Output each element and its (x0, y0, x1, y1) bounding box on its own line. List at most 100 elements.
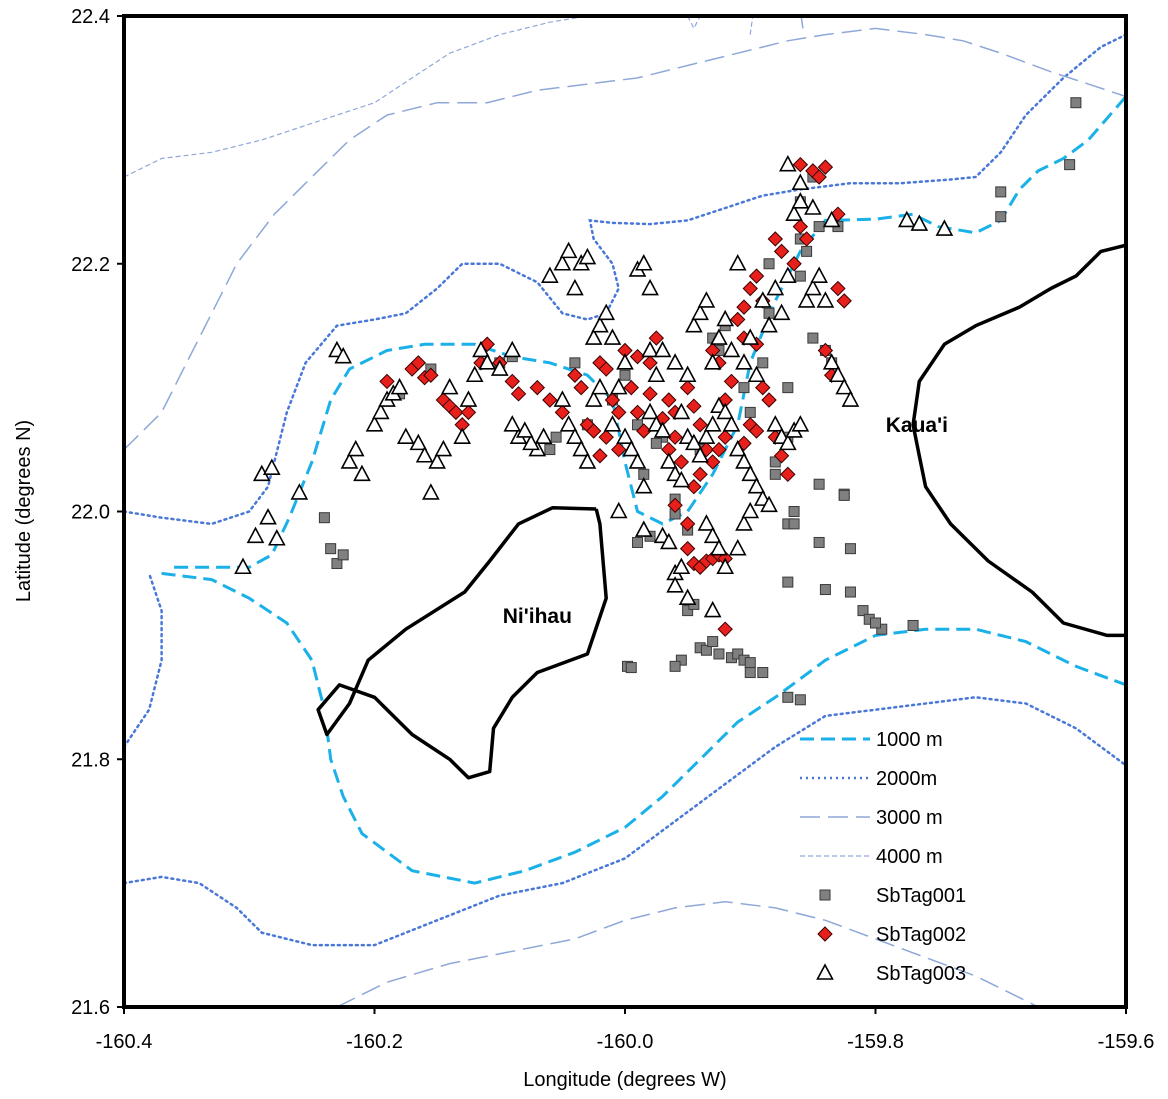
sbtag001-point (782, 691, 794, 703)
sbtag001-point (807, 332, 819, 344)
sbtag003-point (728, 538, 747, 556)
sbtag001-point (844, 543, 856, 555)
sbtag001-point (813, 478, 825, 490)
sbtag003-point (365, 415, 384, 432)
sbtag001-point (819, 584, 831, 596)
sbtag003-point (716, 557, 735, 575)
y-tick-label: 22.4 (71, 6, 110, 28)
sbtag001-point (995, 186, 1007, 198)
contour-4000-m-line-1 (124, 16, 588, 178)
x-axis-label: Longitude (degrees W) (523, 1069, 726, 1091)
y-tick-label: 21.8 (71, 749, 110, 771)
sbtag001-point (625, 662, 637, 674)
sbtag003-point (603, 328, 622, 345)
sbtag003-point (353, 464, 371, 482)
sbtag002-point (798, 231, 815, 247)
legend-label: 4000 m (876, 846, 943, 868)
sbtag001-point (844, 586, 856, 598)
sbtag003-point (572, 439, 590, 457)
legend-entry-sbtag001: SbTag001 (819, 885, 966, 907)
sbtag002-point (604, 392, 621, 408)
sbtag003-point (804, 278, 822, 296)
sbtag003-point (566, 427, 584, 444)
sbtag003-point (735, 514, 753, 531)
sbtag003-point (816, 291, 835, 308)
y-tick-label: 22.0 (71, 502, 110, 524)
sbtag002-point (554, 404, 571, 421)
sbtag002-point (410, 355, 427, 371)
legend-marker-swatch (817, 926, 833, 942)
sbtag001-point (1064, 159, 1076, 171)
sbtag002-point (836, 293, 852, 309)
sbtag003-point (910, 214, 929, 231)
sbtag003-point (747, 477, 766, 494)
sbtag003-point (503, 415, 522, 432)
sbtag002-point (642, 386, 658, 402)
sbtag003-point (597, 303, 616, 321)
sbtag003-point (685, 433, 703, 451)
sbtag003-point (703, 526, 722, 544)
sbtag003-point (672, 402, 691, 420)
sbtag001-point (669, 660, 681, 672)
sbtag003-point (660, 452, 678, 469)
x-tick-label: -160.2 (346, 1031, 403, 1053)
sbtag001-point (707, 636, 719, 648)
sbtag003-point (409, 433, 428, 451)
legend-entry-3000-m: 3000 m (800, 807, 943, 829)
sbtag003-point (459, 390, 478, 407)
sbtag002-point (717, 621, 733, 637)
sbtag002-point (529, 379, 546, 396)
sbtag003-point (897, 210, 916, 228)
sbtag001-point (700, 644, 712, 656)
x-tick-label: -159.6 (1098, 1031, 1155, 1053)
sbtag003-point (766, 415, 785, 432)
sbtag001-point (757, 357, 769, 369)
sbtag001-point (876, 623, 888, 635)
contour-4000-m-line-2 (687, 16, 701, 30)
sbtag001-point (757, 667, 769, 679)
sbtag003-point (772, 303, 791, 321)
sbtag001-point (632, 536, 644, 548)
sbtag001-point (788, 506, 800, 517)
sbtag001-point (550, 431, 562, 443)
sbtag003-point (753, 291, 772, 308)
sbtag001-point (682, 605, 694, 617)
sbtag003-point (422, 483, 440, 500)
sbtag003-point (609, 501, 628, 519)
contour-2000m-line-3 (124, 696, 1126, 947)
sbtag003-point (259, 507, 277, 525)
sbtag001-point (713, 648, 725, 660)
sbtag003-point (722, 415, 741, 432)
sbtag002-point (448, 404, 464, 421)
sbtag002-point (679, 540, 696, 557)
depth-contours (124, 16, 1126, 1007)
sbtag001-point (782, 576, 794, 588)
sbtag003-point (262, 458, 281, 475)
legend-entry-4000-m: 4000 m (800, 846, 943, 868)
sbtag002-point (792, 218, 809, 235)
sbtag003-point (666, 576, 684, 593)
sbtag003-point (340, 452, 359, 469)
sbtag002-point (736, 299, 752, 315)
sbtag002-point (723, 373, 740, 390)
sbtag002-point (667, 429, 683, 445)
sbtag002-point (686, 479, 702, 495)
island-outlines (316, 243, 1126, 780)
sbtag003-point (584, 328, 603, 345)
sbtag001-point (569, 357, 581, 369)
island-kaua-i-outline (911, 243, 1126, 638)
sbtag003-point (716, 309, 735, 327)
sbtag003-point (453, 427, 472, 444)
sbtag002-point (742, 280, 758, 297)
legend-label: SbTag001 (876, 885, 966, 907)
sbtag003-point (741, 464, 760, 482)
sbtag002-point (817, 342, 834, 359)
sbtag003-point (672, 557, 691, 575)
sbtag001-point (619, 369, 631, 381)
sbtag003-point (472, 340, 490, 358)
sbtag003-point (641, 278, 659, 296)
sbtag003-point (641, 340, 659, 358)
sbtag003-point (653, 421, 672, 438)
sbtag003-point (672, 470, 691, 488)
